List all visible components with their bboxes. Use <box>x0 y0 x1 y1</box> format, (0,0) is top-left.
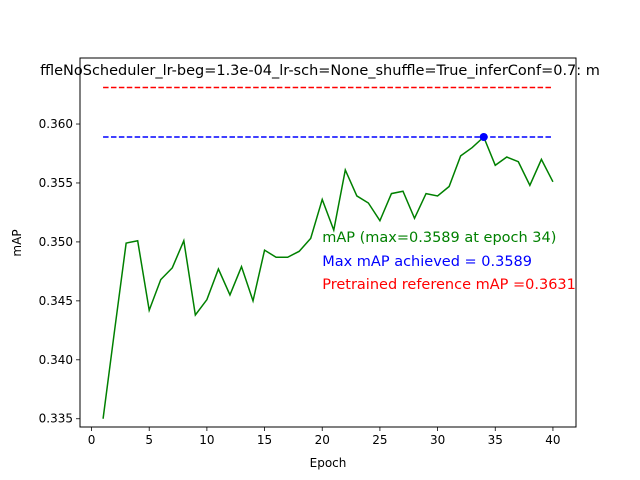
y-tick-label: 0.360 <box>39 117 73 131</box>
y-tick-label: 0.355 <box>39 176 73 190</box>
x-axis-label: Epoch <box>310 456 347 470</box>
x-tick-label: 0 <box>88 433 96 447</box>
plot-area <box>102 86 554 419</box>
y-axis: 0.335 0.340 0.345 0.350 0.355 0.360 <box>39 117 80 426</box>
annotation-2: Pretrained reference mAP =0.3631 <box>322 277 576 293</box>
x-tick-label: 40 <box>545 433 560 447</box>
y-tick-label: 0.345 <box>39 294 73 308</box>
annotation-1: Max mAP achieved = 0.3589 <box>322 254 532 270</box>
x-tick-label: 20 <box>315 433 330 447</box>
x-tick-label: 30 <box>430 433 445 447</box>
x-tick-label: 5 <box>145 433 153 447</box>
x-axis: 0 5 10 15 20 25 30 35 40 <box>88 427 561 447</box>
max-point-marker <box>479 132 488 141</box>
y-tick-label: 0.335 <box>39 412 73 426</box>
x-tick-label: 35 <box>488 433 503 447</box>
x-tick-label: 25 <box>372 433 387 447</box>
plot-frame <box>79 57 577 428</box>
annotation-0: mAP (max=0.3589 at epoch 34) <box>322 230 556 246</box>
y-tick-label: 0.340 <box>39 353 73 367</box>
x-tick-label: 10 <box>199 433 214 447</box>
series-line-0 <box>102 135 554 419</box>
annotations: mAP (max=0.3589 at epoch 34) Max mAP achi… <box>322 230 576 293</box>
y-axis-label: mAP <box>10 229 24 256</box>
y-tick-label: 0.350 <box>39 235 73 249</box>
chart-title: ffleNoScheduler_lr-beg=1.3e-04_lr-sch=No… <box>40 63 600 79</box>
x-tick-label: 15 <box>257 433 272 447</box>
